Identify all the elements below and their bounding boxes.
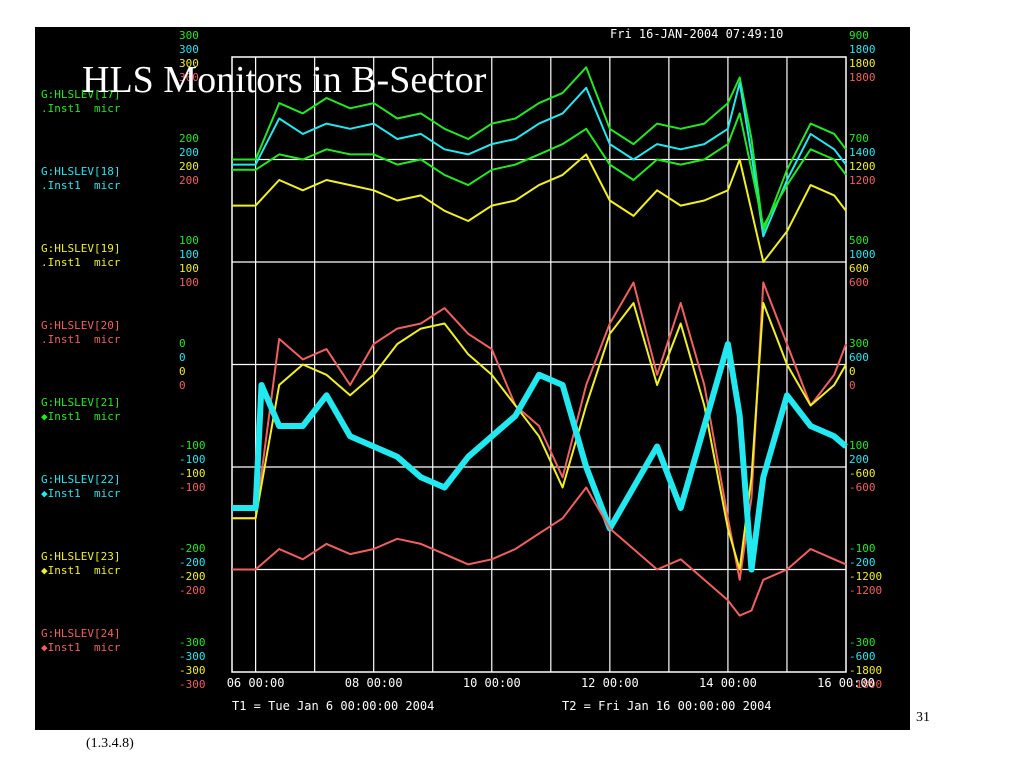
page-number: 31 [916,710,930,725]
channel-label: G:HLSLEV[22] ◆Inst1 micr [41,473,121,500]
left-scale-group: 300 300 300 300 [179,29,199,84]
series-line-17 [232,66,847,233]
slide-title: HLS Monitors in B-Sector [82,59,487,101]
left-scale-group: -200 -200 -200 -200 [179,541,206,597]
right-scale-group: -300 -600 -1800 -1800 [849,636,883,691]
series-layer [232,66,848,617]
x-tick-label: 10 00:00 [462,676,521,690]
channel-label: G:HLSLEV[17] .Inst1 micr [41,88,121,115]
x-tick-label: 14 00:00 [699,676,757,690]
right-scale-group: 300 600 0 0 [849,336,869,392]
right-scale-group: 900 1800 1800 1800 [849,29,876,84]
x-tick-label: 16 00:00 [817,676,875,690]
channel-label: G:HLSLEV[23] ◆Inst1 micr [41,550,121,577]
t2-label: T2 = Fri Jan 16 00:00:00 2004 [562,699,772,713]
x-tick-label: 08 00:00 [344,676,403,690]
left-scale-group: 200 200 200 200 [179,131,199,187]
right-scale-group: 500 1000 600 600 [849,234,876,289]
channel-label: G:HLSLEV[20] .Inst1 micr [41,319,121,346]
right-scale-group: 100 200 -600 -600 [849,439,876,494]
series-line-19 [232,153,847,263]
timestamp: Fri 16-JAN-2004 07:49:10 [610,27,784,41]
right-scale-group: 700 1400 1200 1200 [849,131,876,187]
channel-label: G:HLSLEV[19] .Inst1 micr [41,242,121,269]
series-line-24 [232,486,847,617]
x-tick-label: 12 00:00 [580,676,639,690]
right-scale-group: -100 -200 -1200 -1200 [849,541,883,597]
series-line-21 [232,112,847,228]
left-scale-group: -100 -100 -100 -100 [179,439,206,494]
channel-label: G:HLSLEV[21] ◆Inst1 micr [41,396,121,423]
reference-code: (1.3.4.8) [86,736,134,751]
t1-label: T1 = Tue Jan 6 00:00:00 2004 [232,699,435,713]
series-line-23 [232,302,847,571]
x-tick-label: 06 00:00 [226,676,285,690]
scope-display: Fri 16-JAN-2004 07:49:10 G:HLSLEV[17] .In… [35,27,910,730]
left-scale-group: 100 100 100 100 [179,234,199,289]
series-line-18 [232,81,847,238]
channel-label: G:HLSLEV[18] .Inst1 micr [41,165,121,192]
channel-label: G:HLSLEV[24] ◆Inst1 micr [41,627,121,654]
plot-area [231,56,848,673]
series-line-22 [232,341,848,573]
left-scale-group: -300 -300 -300 -300 [179,636,206,691]
